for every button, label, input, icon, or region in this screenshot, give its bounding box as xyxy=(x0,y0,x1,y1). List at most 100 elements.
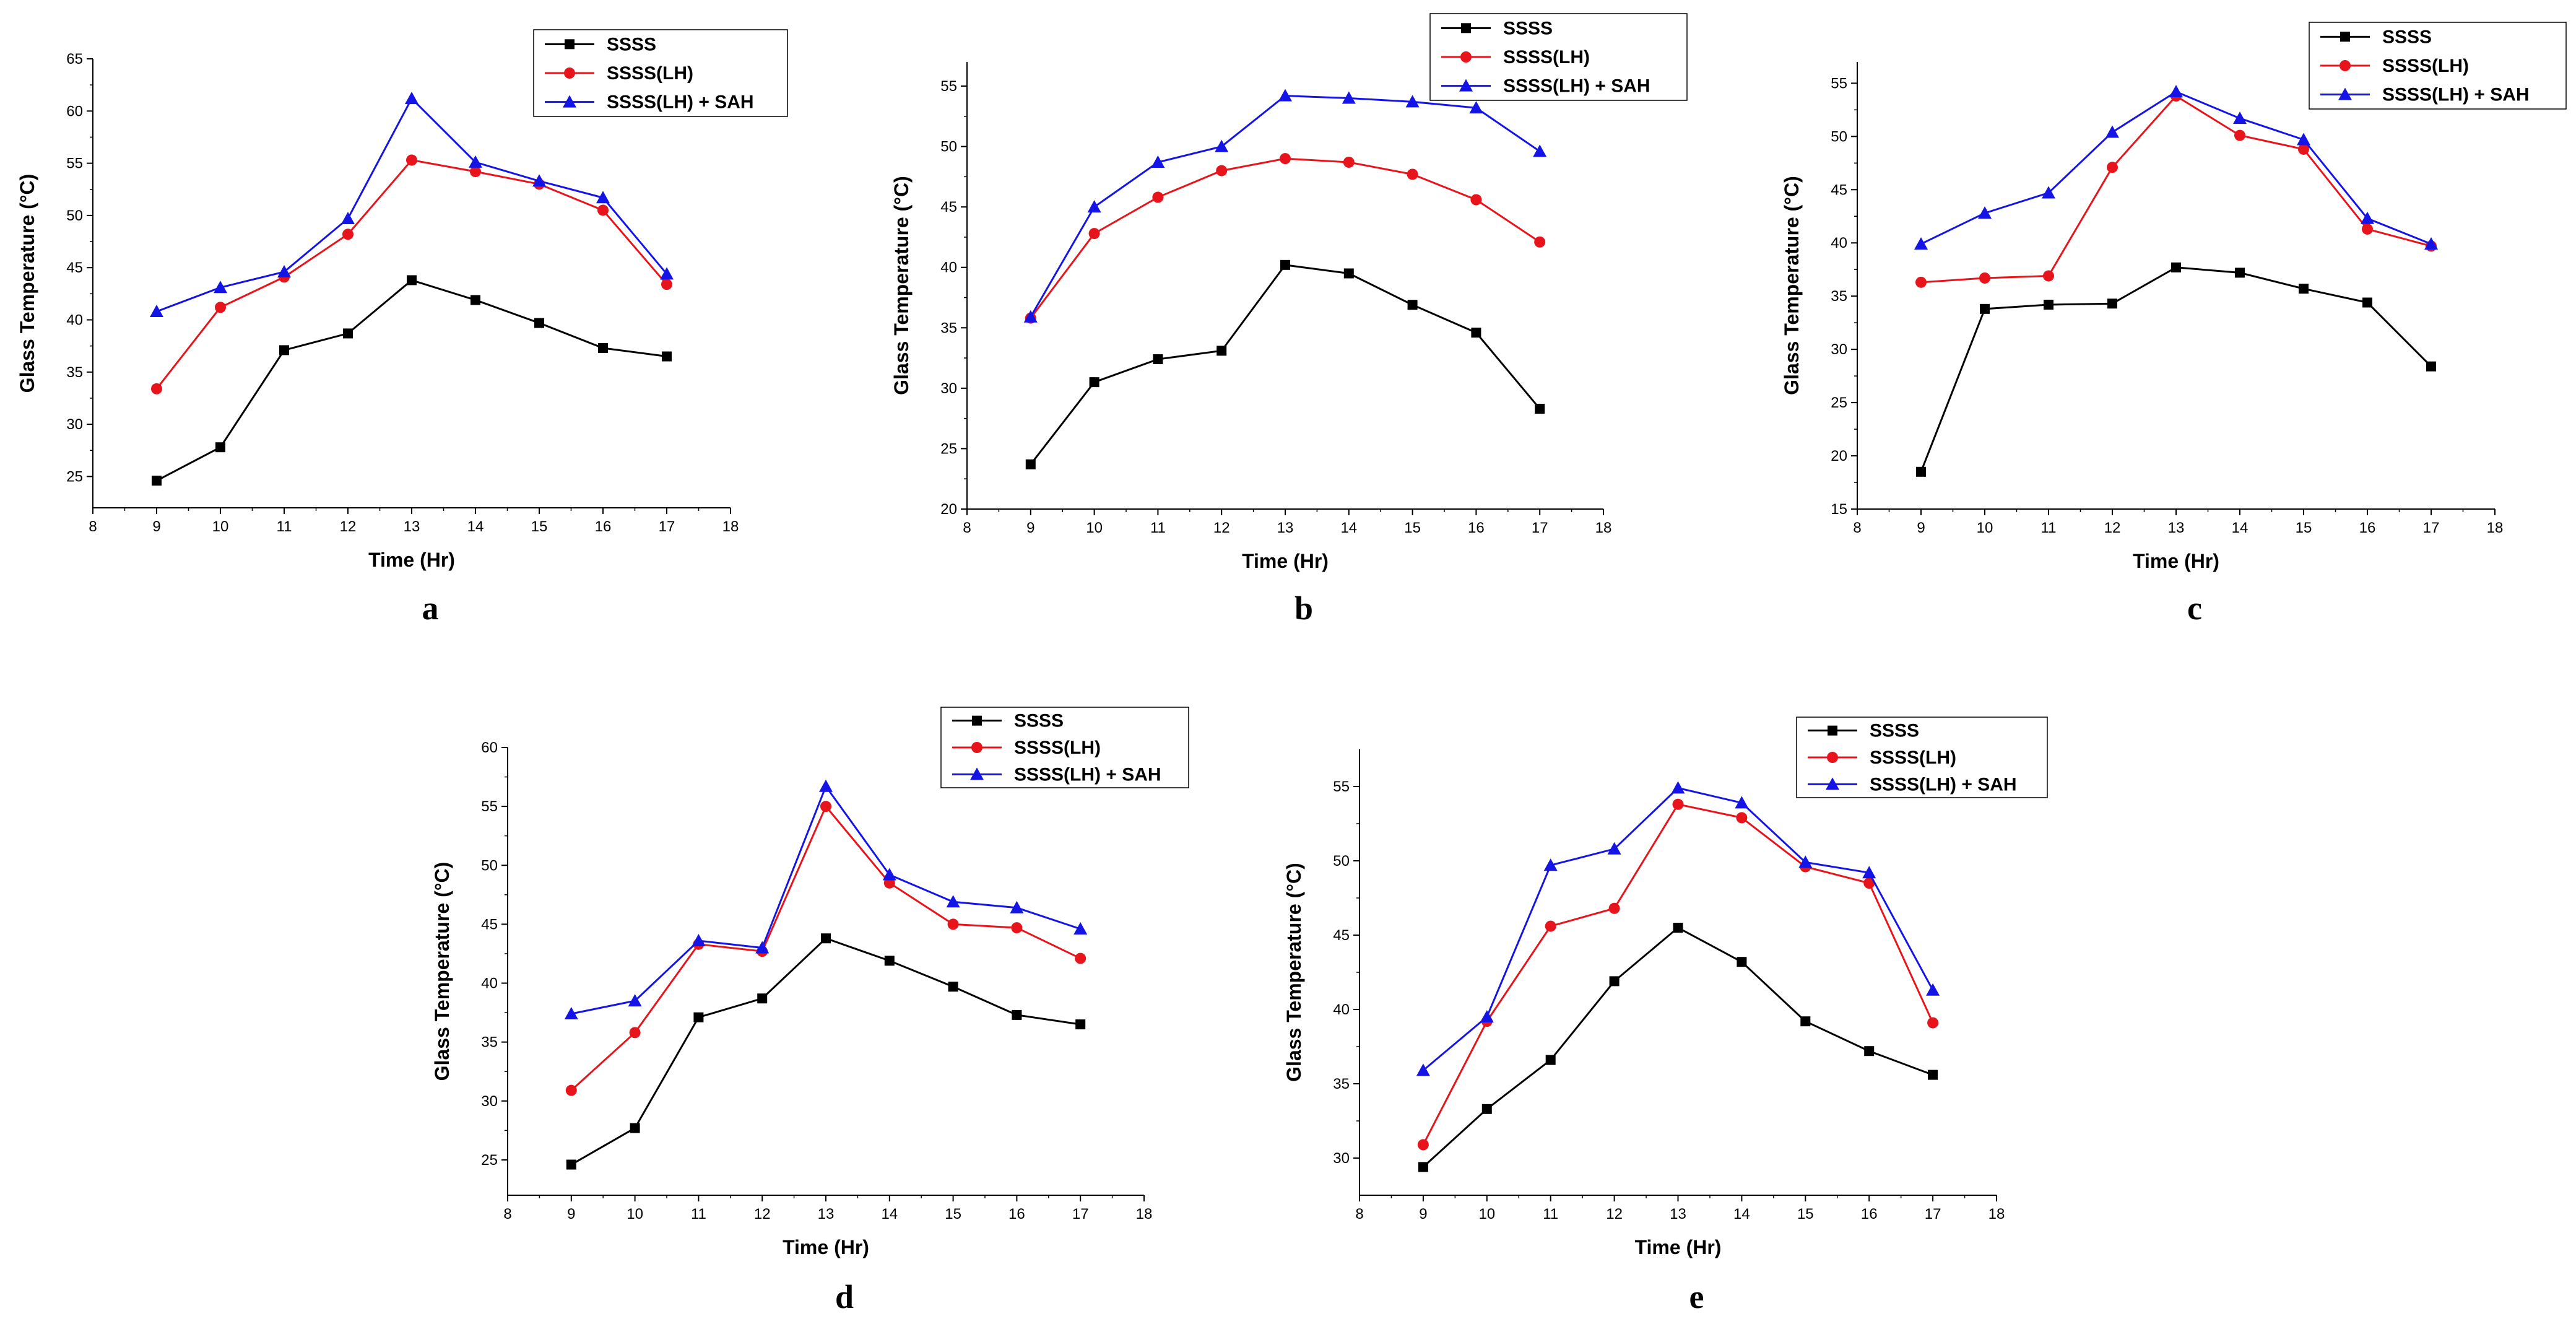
data-point xyxy=(1280,259,1290,270)
legend-label: SSSS(LH) + SAH xyxy=(1014,764,1161,785)
data-point xyxy=(1343,156,1355,168)
data-point xyxy=(1735,796,1749,809)
legend-marker xyxy=(970,767,984,780)
data-point xyxy=(596,191,610,204)
data-point xyxy=(1672,798,1684,810)
y-axis-title: Glass Temperature (°C) xyxy=(890,176,913,395)
x-tick-label: 15 xyxy=(2296,520,2312,536)
data-point xyxy=(1916,466,1926,477)
data-point xyxy=(2361,211,2374,224)
series-ssss xyxy=(1418,923,1938,1172)
data-point xyxy=(1737,957,1747,967)
x-axis-title: Time (Hr) xyxy=(2133,550,2219,572)
y-tick-label: 30 xyxy=(1831,341,1847,358)
legend-label: SSSS xyxy=(1014,711,1064,731)
data-point xyxy=(1543,858,1558,871)
data-point xyxy=(1534,236,1546,248)
data-point xyxy=(1673,923,1683,933)
data-point xyxy=(470,166,481,178)
panel-label: c xyxy=(2187,590,2202,627)
panel-label: a xyxy=(422,590,439,627)
series-ssss-lh- xyxy=(151,154,672,394)
x-tick-label: 18 xyxy=(1595,520,1612,536)
panel-label: b xyxy=(1295,590,1313,627)
data-point xyxy=(1280,153,1291,165)
x-axis-title: Time (Hr) xyxy=(368,549,455,571)
data-point xyxy=(1978,206,1992,219)
legend-marker xyxy=(1827,752,1838,763)
data-point xyxy=(1075,1019,1086,1030)
x-tick-label: 8 xyxy=(1853,520,1861,536)
y-tick-label: 30 xyxy=(940,380,957,397)
y-axis-title: Glass Temperature (°C) xyxy=(1283,863,1305,1082)
x-tick-label: 13 xyxy=(404,518,420,535)
data-point xyxy=(755,941,770,954)
data-point xyxy=(1980,303,1990,314)
series-line xyxy=(571,937,1081,1166)
x-tick-label: 10 xyxy=(1478,1206,1495,1222)
data-point xyxy=(1609,976,1620,987)
data-point xyxy=(1798,855,1813,868)
y-axis-title: Glass Temperature (°C) xyxy=(431,862,453,1081)
x-tick-label: 14 xyxy=(467,518,484,535)
x-tick-label: 10 xyxy=(627,1206,643,1222)
data-point xyxy=(1928,1070,1938,1080)
data-point xyxy=(534,318,544,328)
data-point xyxy=(1405,95,1420,108)
y-tick-label: 50 xyxy=(1831,128,1847,145)
data-point xyxy=(1010,900,1024,913)
y-tick-label: 55 xyxy=(481,798,498,815)
y-tick-label: 60 xyxy=(66,103,83,120)
x-tick-label: 18 xyxy=(1136,1206,1153,1222)
legend-marker xyxy=(564,68,575,79)
data-point xyxy=(1407,168,1418,180)
legend-label: SSSS(LH) + SAH xyxy=(2382,85,2530,105)
data-point xyxy=(1545,920,1556,932)
legend: SSSS SSSS(LH) SSSS(LH) + SAH xyxy=(1429,13,1688,101)
x-tick-label: 8 xyxy=(1355,1206,1363,1222)
data-point xyxy=(2297,133,2310,146)
legend-marker xyxy=(2340,60,2351,71)
data-point xyxy=(1343,268,1354,279)
data-point xyxy=(1417,1139,1429,1151)
series-line xyxy=(156,279,667,482)
x-tick-label: 17 xyxy=(1072,1206,1089,1222)
data-point xyxy=(342,229,353,240)
data-point xyxy=(566,1159,576,1170)
data-point xyxy=(2044,299,2053,310)
x-tick-label: 17 xyxy=(2423,520,2440,536)
y-tick-label: 55 xyxy=(1831,75,1847,92)
x-tick-label: 17 xyxy=(1532,520,1548,536)
legend-label: SSSS(LH) xyxy=(2382,56,2469,76)
data-point xyxy=(1216,165,1228,176)
data-point xyxy=(1469,101,1483,114)
y-tick-label: 40 xyxy=(1831,235,1847,251)
y-tick-label: 45 xyxy=(940,199,957,216)
data-point xyxy=(882,868,896,881)
data-point xyxy=(820,801,831,813)
data-point xyxy=(1011,922,1023,934)
data-point xyxy=(2042,186,2055,199)
y-tick-label: 55 xyxy=(66,155,83,172)
y-tick-label: 25 xyxy=(481,1152,498,1169)
x-tick-label: 17 xyxy=(659,518,675,535)
x-tick-label: 12 xyxy=(2104,520,2121,536)
chart-panel-c: 8 9 10 11 12 13 14 15 16 17 18 15 20 25 30 35 40 45 50 55 Ti… xyxy=(1780,22,2567,627)
legend-label: SSSS(LH) xyxy=(607,63,693,84)
y-tick-label: 60 xyxy=(481,739,498,756)
data-point xyxy=(1152,191,1164,203)
data-point xyxy=(343,328,353,339)
data-point xyxy=(2043,270,2054,282)
data-point xyxy=(407,275,417,285)
data-point xyxy=(214,281,227,294)
x-tick-label: 13 xyxy=(2168,520,2185,536)
data-point xyxy=(1926,983,1940,996)
data-point xyxy=(150,305,163,318)
x-tick-label: 18 xyxy=(722,518,739,535)
data-point xyxy=(1535,404,1545,414)
x-tick-label: 9 xyxy=(567,1206,575,1222)
data-point xyxy=(1607,842,1621,855)
data-point xyxy=(757,993,768,1004)
x-tick-label: 15 xyxy=(1797,1206,1814,1222)
data-point xyxy=(532,174,546,187)
